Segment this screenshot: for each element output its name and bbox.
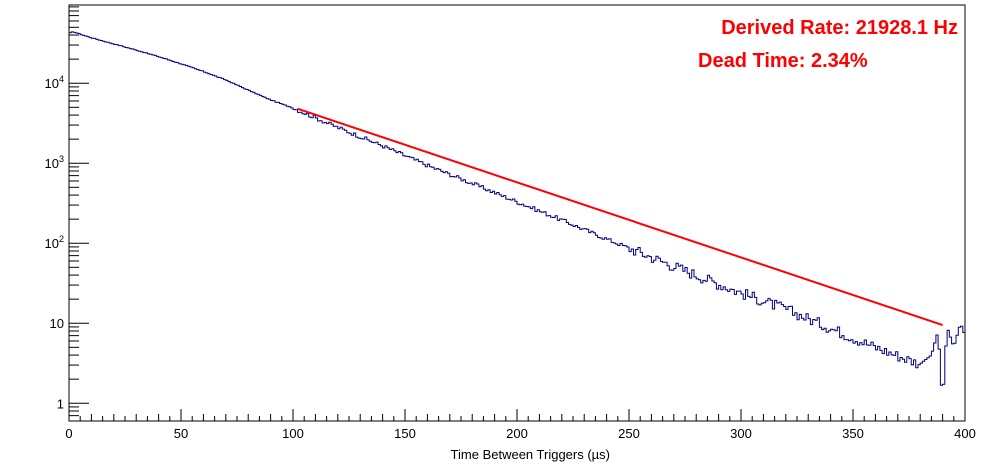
x-tick-label: 300 xyxy=(730,426,752,441)
dead-time-label: Dead Time: 2.34% xyxy=(698,50,868,72)
x-tick-label: 150 xyxy=(394,426,416,441)
x-axis-title: Time Between Triggers (µs) xyxy=(451,447,610,462)
y-axis: 1 10 102 103 104 xyxy=(45,6,89,422)
y-tick-label: 1 xyxy=(57,396,64,411)
x-tick-label: 350 xyxy=(842,426,864,441)
fit-curve xyxy=(297,107,943,326)
x-tick-label: 0 xyxy=(65,426,72,441)
y-tick-label: 102 xyxy=(45,234,64,251)
x-tick-label: 400 xyxy=(954,426,976,441)
x-tick-label: 100 xyxy=(282,426,304,441)
y-tick-label: 10 xyxy=(50,316,64,331)
x-tick-label: 250 xyxy=(618,426,640,441)
y-tick-label: 104 xyxy=(45,74,64,91)
histogram-series xyxy=(69,31,965,386)
x-axis: 0 50 100 150 200 250 300 350 400 xyxy=(65,409,976,441)
x-tick-label: 50 xyxy=(174,426,188,441)
x-tick-label: 200 xyxy=(506,426,528,441)
y-tick-label: 103 xyxy=(45,154,64,171)
derived-rate-label: Derived Rate: 21928.1 Hz xyxy=(721,17,958,39)
